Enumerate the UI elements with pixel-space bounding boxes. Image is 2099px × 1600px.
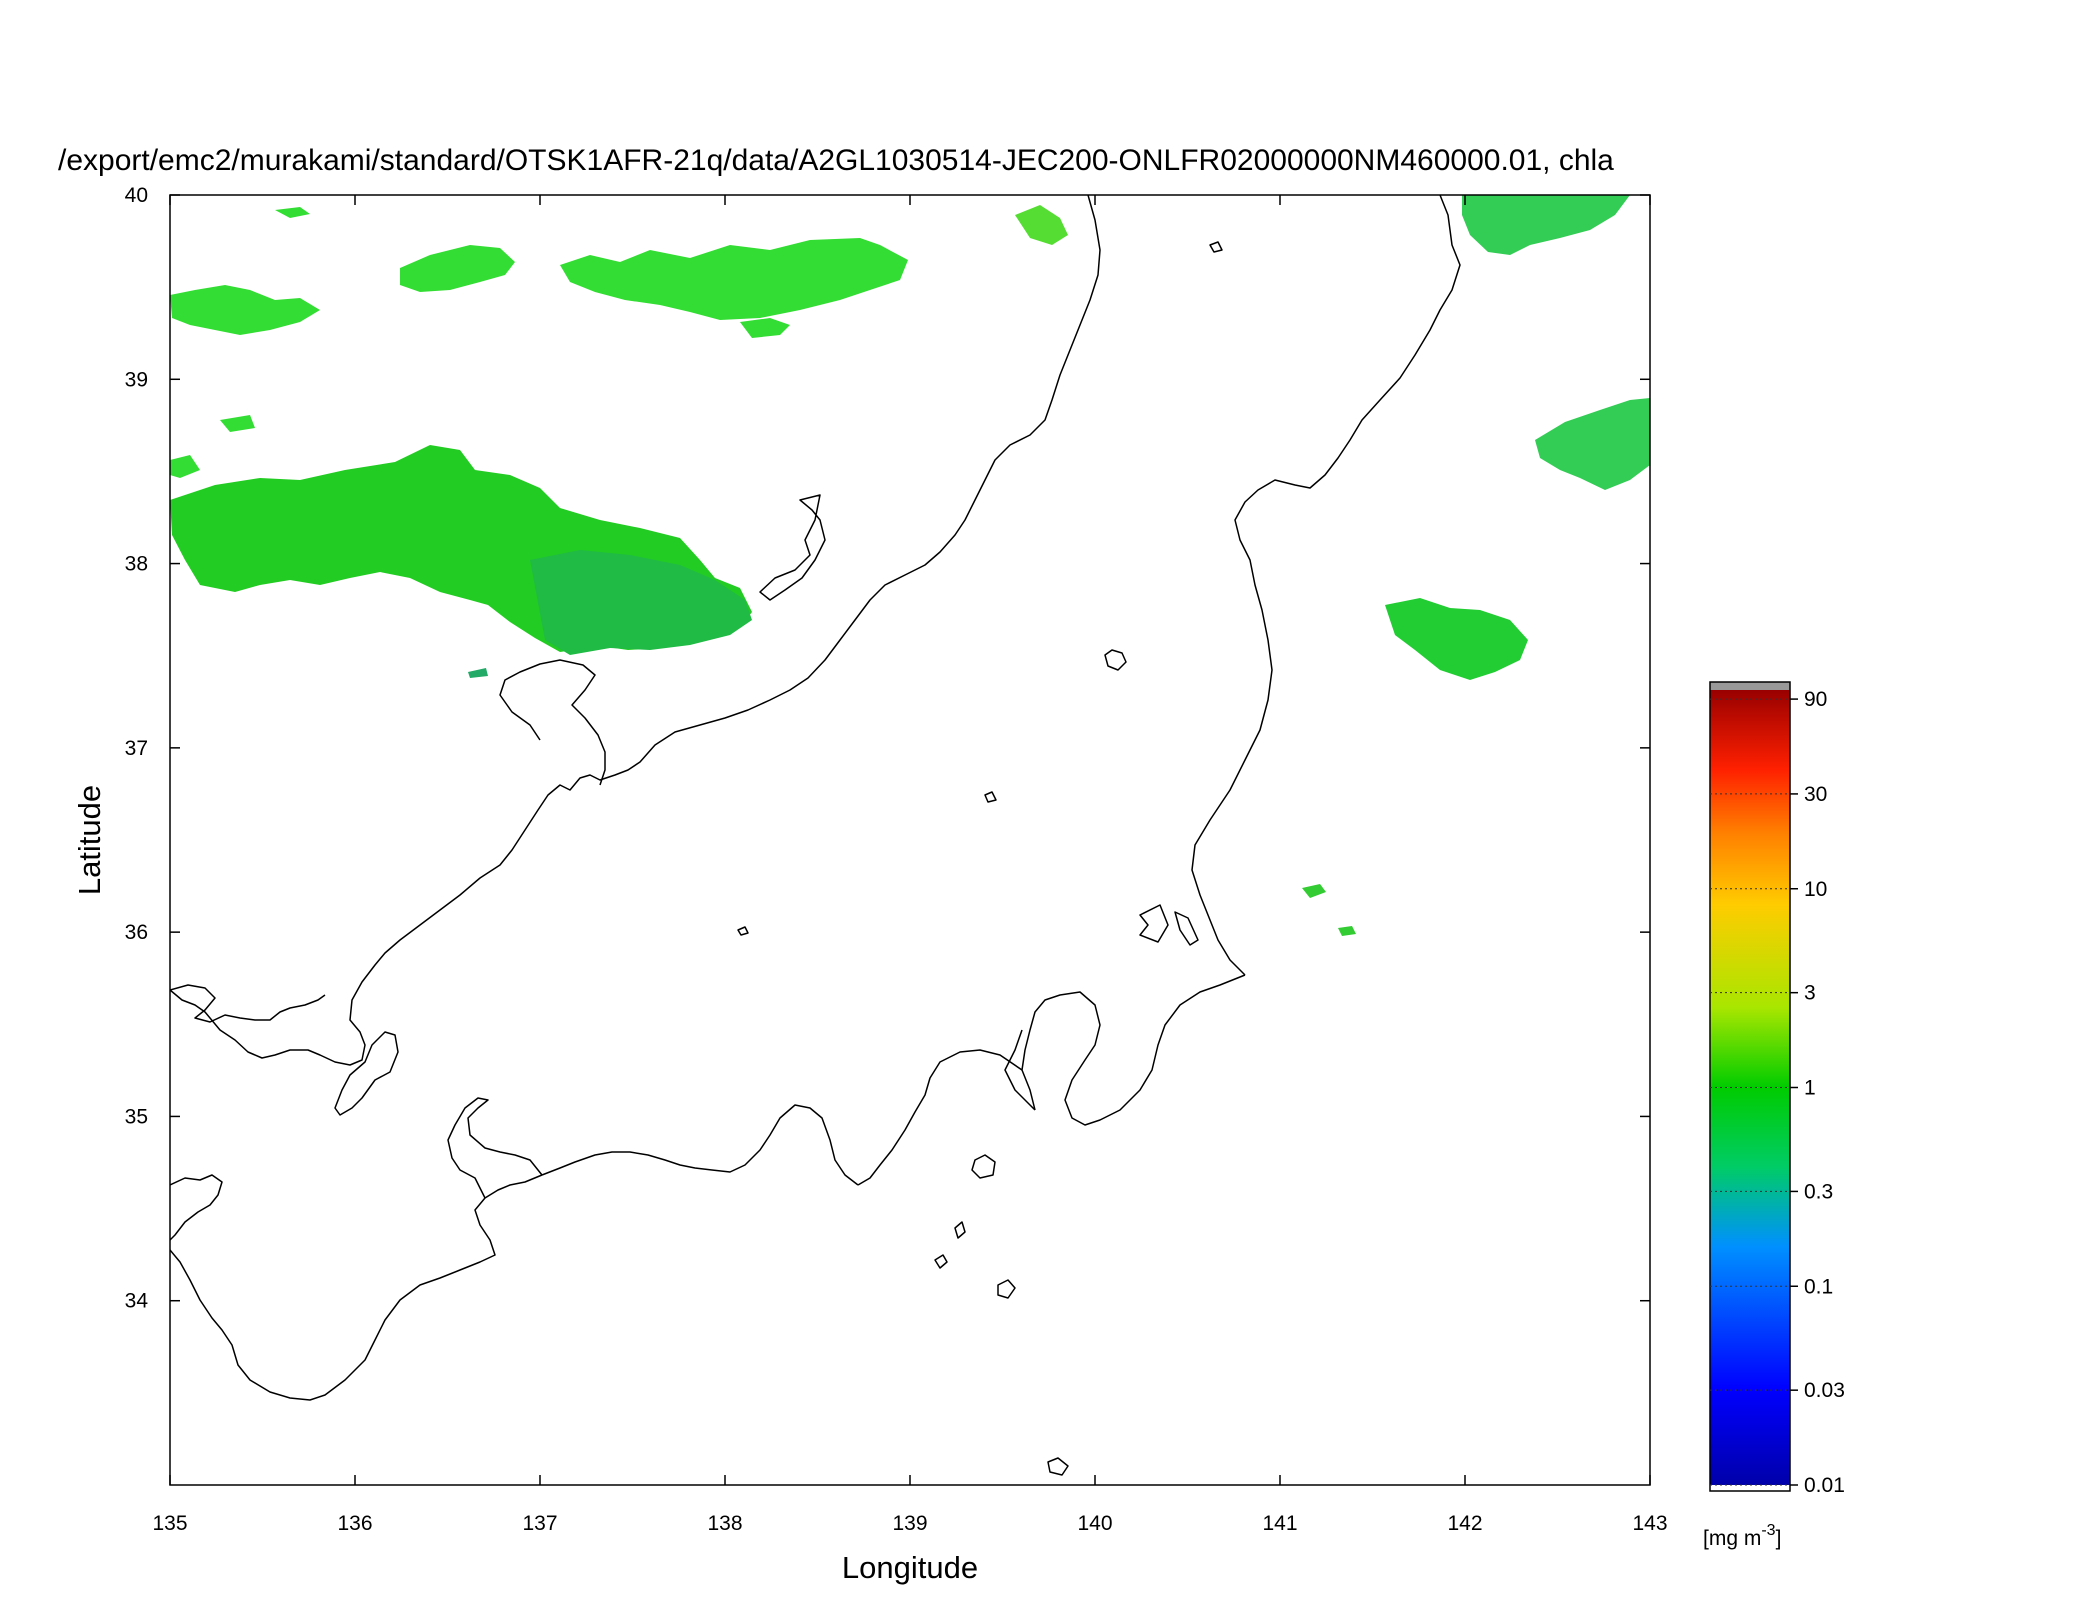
map-title: /export/emc2/murakami/standard/OTSK1AFR-…	[58, 144, 1614, 177]
coastline-island-noto-small	[984, 791, 997, 803]
coastline-island-hachijo	[1047, 1457, 1069, 1476]
chla-patch-pacific-36n	[1338, 926, 1356, 936]
latitude-ticks: 34 35 36 37 38 39 40	[125, 184, 1650, 1313]
coastline-wakasa	[170, 984, 326, 1023]
colorbar-unit: [mg m-3]	[1703, 1522, 1781, 1550]
longitude-tick-label: 138	[707, 1512, 742, 1535]
longitude-tick-label: 142	[1447, 1512, 1482, 1535]
coastline-island-miyake	[997, 1279, 1016, 1299]
chla-patch-39-5n-small	[740, 318, 790, 338]
chla-patch-sea-of-japan-37-8n	[530, 550, 752, 655]
y-axis-label: Latitude	[72, 785, 107, 895]
coastline-honshu-sea-of-japan	[170, 195, 1101, 1066]
colorbar-tick-label: 3	[1804, 982, 1816, 1005]
colorbar-tick-label: 0.1	[1804, 1275, 1833, 1298]
colorbar-tick-label: 10	[1804, 878, 1827, 901]
colorbar-frame	[1709, 681, 1791, 1492]
x-axis-label: Longitude	[842, 1550, 978, 1585]
longitude-tick-label: 135	[152, 1512, 187, 1535]
coastline-kanto-boso	[1021, 974, 1246, 1126]
longitude-ticks: 135 136 137 138 139 140 141 142 143	[152, 195, 1668, 1535]
chla-patch-39-8n-east	[560, 238, 908, 320]
colorbar-tick-label: 90	[1804, 688, 1827, 711]
coastline-island-oki-small	[737, 926, 749, 936]
coastline-suruga	[541, 1104, 859, 1186]
colorbar-tick-label: 1	[1804, 1077, 1816, 1100]
longitude-tick-label: 136	[337, 1512, 372, 1535]
colorbar-ticks: 90 30 10 3 1 0.3 0.1 0.03 0.01	[1710, 688, 1845, 1497]
map-frame	[169, 194, 1651, 1486]
coastline-island-awashima	[1104, 649, 1127, 671]
chla-patch-39n-west	[220, 415, 255, 432]
colorbar-overflow-cap	[1710, 682, 1790, 690]
longitude-tick-label: 141	[1262, 1512, 1297, 1535]
longitude-tick-label: 140	[1077, 1512, 1112, 1535]
latitude-tick-label: 39	[125, 368, 148, 391]
coastline-island-east-kanto	[1174, 911, 1199, 946]
chla-patch-40n-top	[275, 207, 310, 218]
coastline-west-edge-upper	[170, 1174, 223, 1241]
latitude-tick-label: 35	[125, 1105, 148, 1128]
colorbar: 90 30 10 3 1 0.3 0.1 0.03 0.01 [mg m-3]	[1703, 681, 1845, 1550]
coastline-tohoku-pacific	[1191, 195, 1461, 976]
latitude-tick-label: 40	[125, 184, 148, 207]
latitude-tick-label: 36	[125, 921, 148, 944]
coastline-lake-biwa	[334, 1031, 399, 1116]
latitude-tick-label: 38	[125, 553, 148, 576]
coastline-island-izu-oshima	[971, 1154, 996, 1179]
colorbar-underflow-cap	[1710, 1485, 1790, 1491]
colorbar-tick-label: 0.01	[1804, 1474, 1845, 1497]
coastline-layer	[170, 195, 1461, 1476]
colorbar-tick-label: 0.03	[1804, 1379, 1845, 1402]
longitude-tick-label: 139	[892, 1512, 927, 1535]
coastline-sado-island	[759, 494, 826, 601]
longitude-tick-label: 137	[522, 1512, 557, 1535]
longitude-tick-label: 143	[1632, 1512, 1667, 1535]
chla-patch-pacific-38-7n	[1535, 398, 1650, 490]
colorbar-unit-exponent: -3	[1761, 1522, 1775, 1539]
coastline-island-kasumigaura	[1139, 904, 1169, 943]
colorbar-unit-suffix: ]	[1776, 1527, 1782, 1550]
chlorophyll-layer	[170, 195, 1650, 936]
chla-patch-39-7n-west	[170, 285, 320, 335]
chla-patch-pacific-37-6n	[1385, 598, 1528, 680]
colorbar-tick-label: 30	[1804, 783, 1827, 806]
coastline-island-niijima	[954, 1221, 966, 1239]
colorbar-tick-label: 0.3	[1804, 1180, 1833, 1203]
coastline-ise-kii	[170, 1174, 543, 1401]
chla-patch-37-5n-small	[468, 668, 488, 678]
chla-patch-39-8n-center	[400, 245, 515, 292]
chla-patch-pacific-36-2n	[1302, 884, 1326, 898]
colorbar-unit-prefix: [mg m	[1703, 1527, 1761, 1550]
coastline-island-sado-small	[1209, 241, 1223, 253]
chla-patch-pacific-40n	[1462, 195, 1630, 255]
coastline-island-kozu	[934, 1254, 948, 1269]
coastline-noto-peninsula	[499, 659, 606, 786]
latitude-tick-label: 34	[125, 1290, 149, 1313]
coastline-ise-bay	[447, 1097, 543, 1199]
coastline-tokyo-bay	[1004, 1029, 1036, 1111]
latitude-tick-label: 37	[125, 737, 148, 760]
chla-patch-38-6n-west	[170, 455, 200, 478]
coastline-izu	[857, 1049, 1023, 1186]
chla-patch-39-9n-coast	[1015, 205, 1068, 245]
